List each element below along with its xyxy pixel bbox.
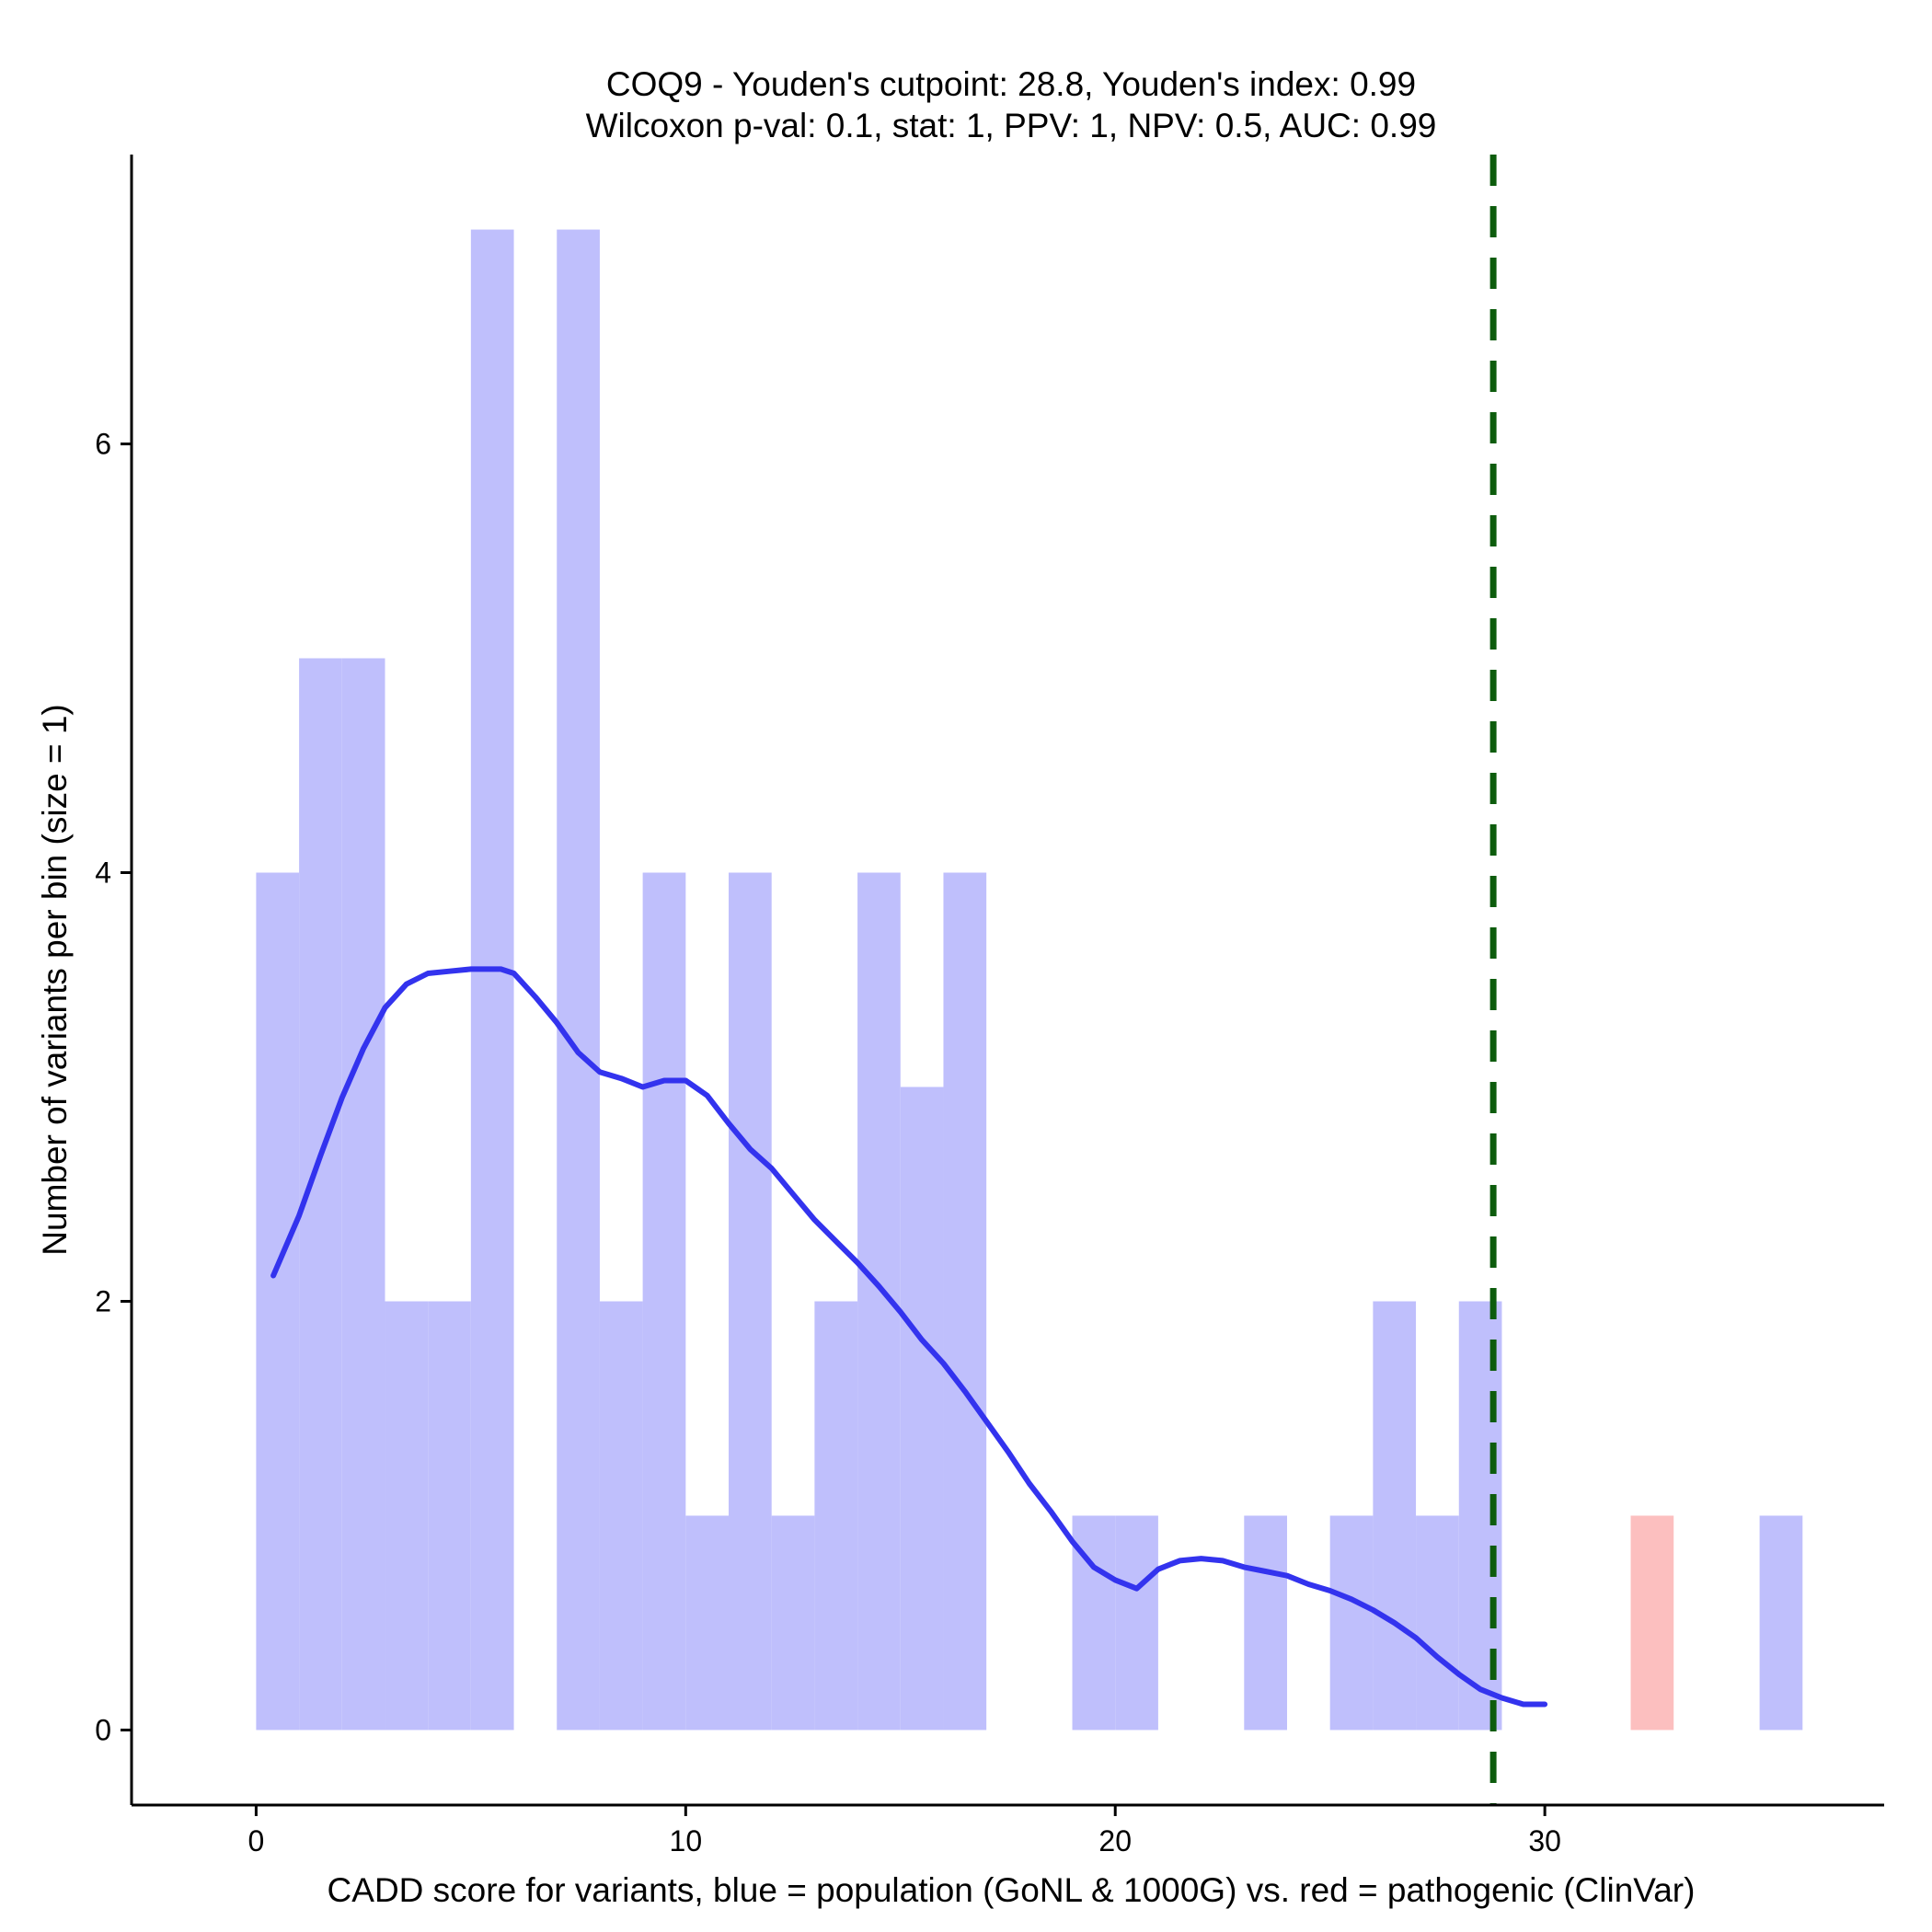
x-tick-label: 20 xyxy=(1098,1824,1132,1857)
x-tick-label: 0 xyxy=(248,1824,265,1857)
population-bar xyxy=(729,872,772,1731)
population-bar xyxy=(943,872,987,1731)
population-bar xyxy=(685,1515,730,1731)
pathogenic-bar xyxy=(1630,1515,1674,1731)
population-bar xyxy=(900,1087,944,1731)
population-bar xyxy=(771,1515,815,1731)
y-tick-label: 6 xyxy=(95,428,111,461)
population-bar xyxy=(1244,1515,1287,1731)
population-bar xyxy=(1115,1515,1158,1731)
population-bar xyxy=(599,1301,643,1731)
chart-title-line1: COQ9 - Youden's cutpoint: 28.8, Youden's… xyxy=(606,65,1416,103)
y-tick-label: 4 xyxy=(95,857,111,890)
population-bar xyxy=(341,658,385,1731)
population-bar xyxy=(470,229,514,1731)
population-bar xyxy=(385,1301,429,1731)
x-tick-label: 10 xyxy=(670,1824,703,1857)
x-tick-label: 30 xyxy=(1528,1824,1561,1857)
population-bar xyxy=(428,1301,471,1731)
population-bar xyxy=(1329,1515,1374,1731)
density-curve-layer xyxy=(270,966,1548,1708)
population-bar xyxy=(557,229,600,1731)
population-bar xyxy=(1759,1515,1803,1731)
y-axis-label: Number of variants per bin (size = 1) xyxy=(36,704,74,1255)
x-axis-label: CADD score for variants, blue = populati… xyxy=(328,1871,1696,1909)
density-curve xyxy=(270,966,1548,1708)
population-bar xyxy=(814,1301,858,1731)
histogram-bars xyxy=(256,229,1803,1731)
axes: 0 10 20 30 0 2 4 6 xyxy=(95,155,1884,1857)
population-bar xyxy=(256,872,300,1731)
population-bar xyxy=(1373,1301,1417,1731)
y-tick-label: 0 xyxy=(95,1713,111,1746)
population-bar xyxy=(1416,1515,1459,1731)
chart-title-line2: Wilcoxon p-val: 0.1, stat: 1, PPV: 1, NP… xyxy=(586,107,1437,144)
y-tick-label: 2 xyxy=(95,1284,111,1317)
population-bar xyxy=(642,872,686,1731)
